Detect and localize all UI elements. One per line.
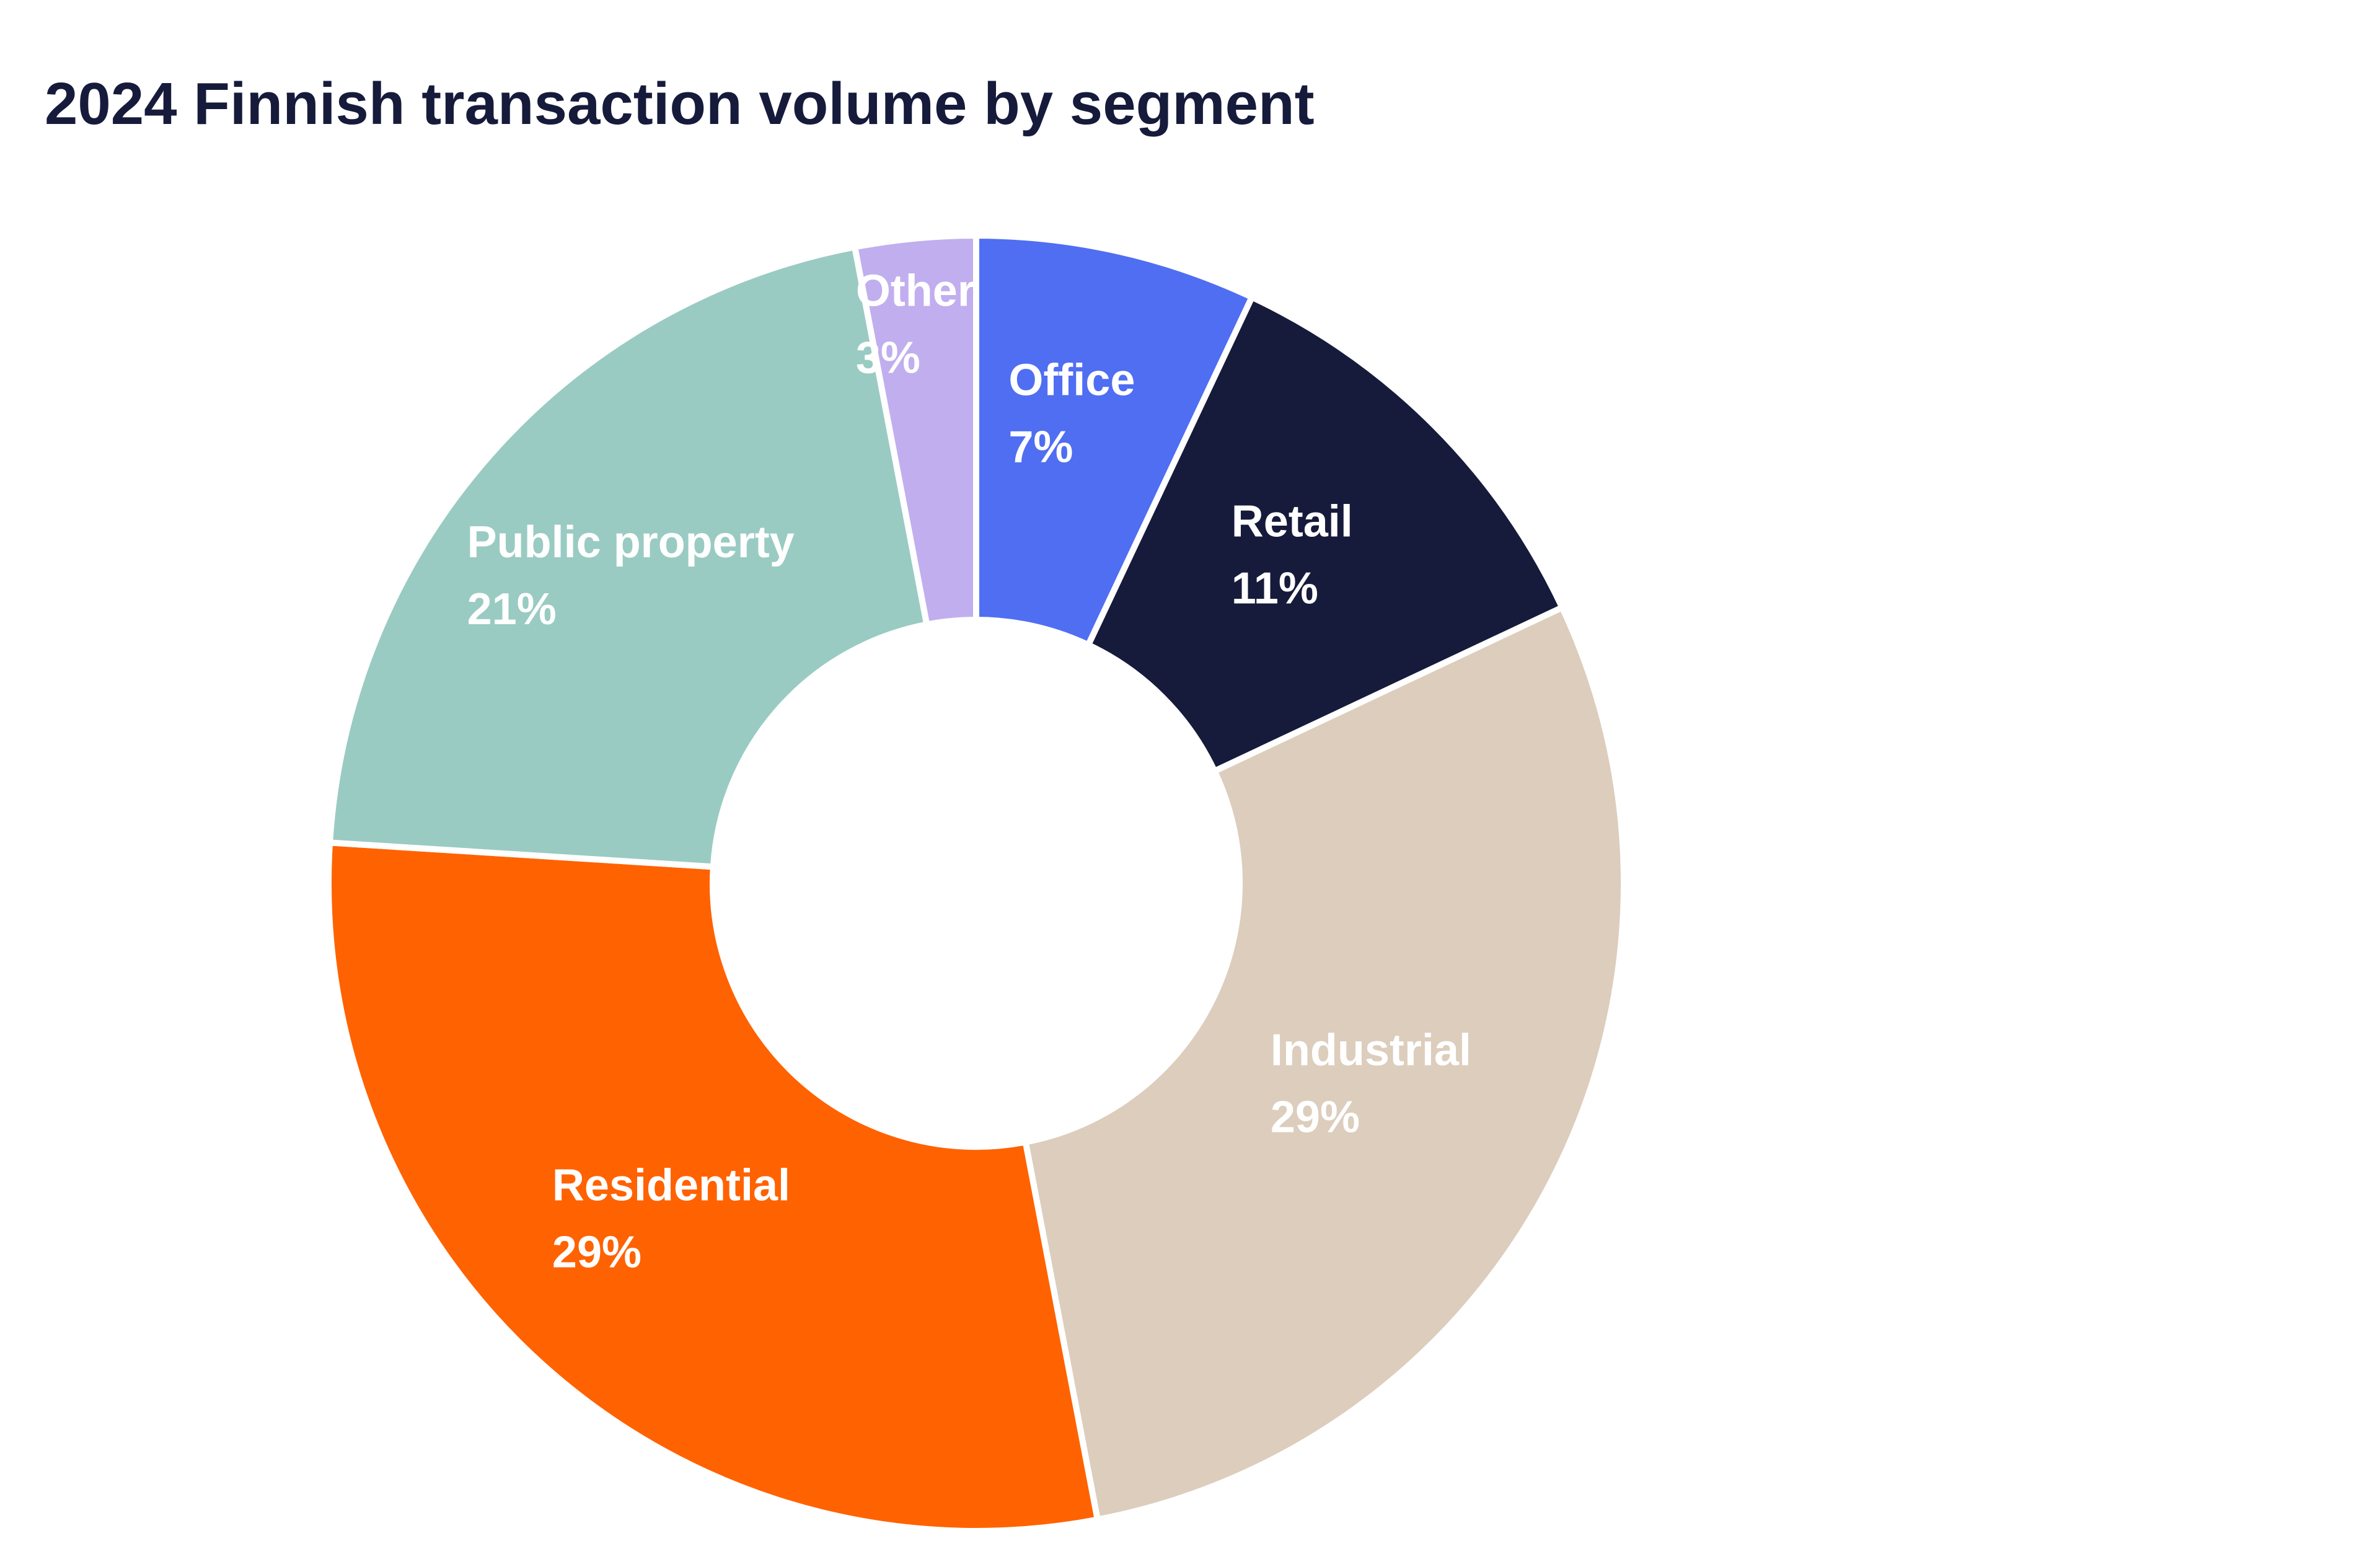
slice-label-public-property: Public property 21% (467, 518, 795, 634)
slice-name-industrial: Industrial (1271, 1026, 1471, 1075)
slice-value-industrial: 29% (1271, 1093, 1360, 1142)
slice-label-residential: Residential 29% (552, 1160, 790, 1277)
slice-name-other: Other (856, 266, 975, 316)
slice-other (851, 232, 979, 629)
labels-layer: Office 7%Retail 11%Industrial 29%Residentia… (467, 266, 1471, 1277)
slice-retail (1084, 293, 1567, 775)
slice-public-property (326, 243, 931, 870)
slice-name-residential: Residential (552, 1160, 790, 1210)
slice-value-other: 3% (856, 333, 920, 382)
slice-office (973, 232, 1256, 650)
slice-name-office: Office (1008, 356, 1135, 405)
slice-value-residential: 29% (552, 1227, 641, 1277)
slice-label-industrial: Industrial 29% (1271, 1026, 1471, 1142)
chart-title: 2024 Finnish transaction volume by segme… (45, 71, 1315, 137)
slice-label-office: Office 7% (1008, 356, 1135, 472)
slices-layer (325, 232, 1627, 1534)
slice-industrial (1021, 603, 1627, 1524)
slice-name-retail: Retail (1232, 497, 1353, 546)
slice-name-public-property: Public property (467, 518, 795, 567)
slice-label-other: Other 3% (856, 266, 975, 382)
slice-residential (325, 839, 1101, 1534)
slice-value-retail: 11% (1232, 563, 1318, 613)
slice-value-public-property: 21% (467, 585, 557, 634)
slice-value-office: 7% (1008, 423, 1073, 472)
slice-label-retail: Retail 11% (1232, 497, 1353, 613)
